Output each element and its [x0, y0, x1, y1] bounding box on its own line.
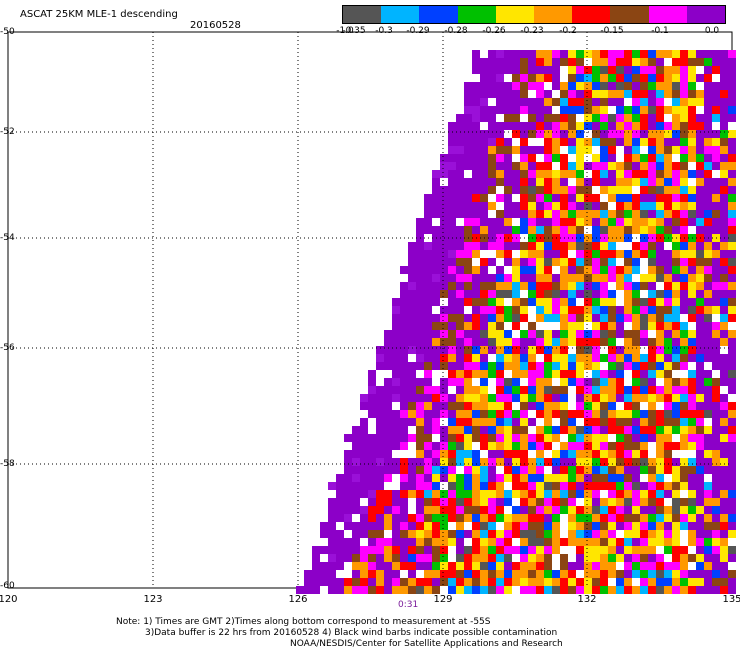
colorbar-label: -0.15: [600, 26, 624, 36]
colorbar-segment: [457, 6, 496, 23]
colorbar-segment: [648, 6, 687, 23]
longitude-label: 135: [722, 594, 740, 605]
colorbar-label: -0.29: [406, 26, 430, 36]
colorbar-label: -0.3: [375, 26, 393, 36]
note-line-3: NOAA/NESDIS/Center for Satellite Applica…: [290, 639, 563, 649]
colorbar-segment: [495, 6, 534, 23]
latitude-label: -60: [0, 581, 15, 591]
colorbar-segment: [610, 6, 649, 23]
pass-time-label: 0:31: [398, 600, 419, 610]
latitude-label: -54: [0, 233, 15, 243]
longitude-label: 123: [143, 594, 163, 605]
latitude-label: -58: [0, 459, 15, 469]
latitude-label: -50: [0, 27, 15, 37]
map-title: ASCAT 25KM MLE-1 descending: [20, 9, 178, 20]
colorbar-label: -0.28: [444, 26, 468, 36]
colorbar-segment: [533, 6, 573, 23]
colorbar-label: 0.0: [704, 26, 720, 36]
colorbar-label: -0.23: [520, 26, 544, 36]
latitude-label: -52: [0, 127, 15, 137]
longitude-label: 129: [433, 594, 453, 605]
colorbar-label: -0.1: [651, 26, 669, 36]
note-line-2: 3)Data buffer is 22 hrs from 20160528 4)…: [145, 628, 558, 638]
longitude-label: 132: [577, 594, 597, 605]
colorbar-segment: [686, 6, 725, 23]
colorbar-segment: [572, 6, 611, 23]
graticule: [8, 32, 732, 588]
colorbar-label: -0.35: [342, 26, 366, 36]
latitude-label: -56: [0, 343, 15, 353]
colorbar-segment: [419, 6, 458, 23]
colorbar: [342, 5, 726, 24]
note-line-1: Note: 1) Times are GMT 2)Times along bot…: [116, 617, 491, 627]
colorbar-label: -0.26: [482, 26, 506, 36]
colorbar-segment: [381, 6, 420, 23]
map-date: 20160528: [190, 20, 241, 31]
colorbar-segment: [343, 6, 382, 23]
longitude-label: 126: [288, 594, 308, 605]
swath-cells: [296, 50, 736, 594]
colorbar-label: -1.0: [336, 26, 354, 36]
longitude-label: 120: [0, 594, 18, 605]
colorbar-label: -0.2: [559, 26, 577, 36]
